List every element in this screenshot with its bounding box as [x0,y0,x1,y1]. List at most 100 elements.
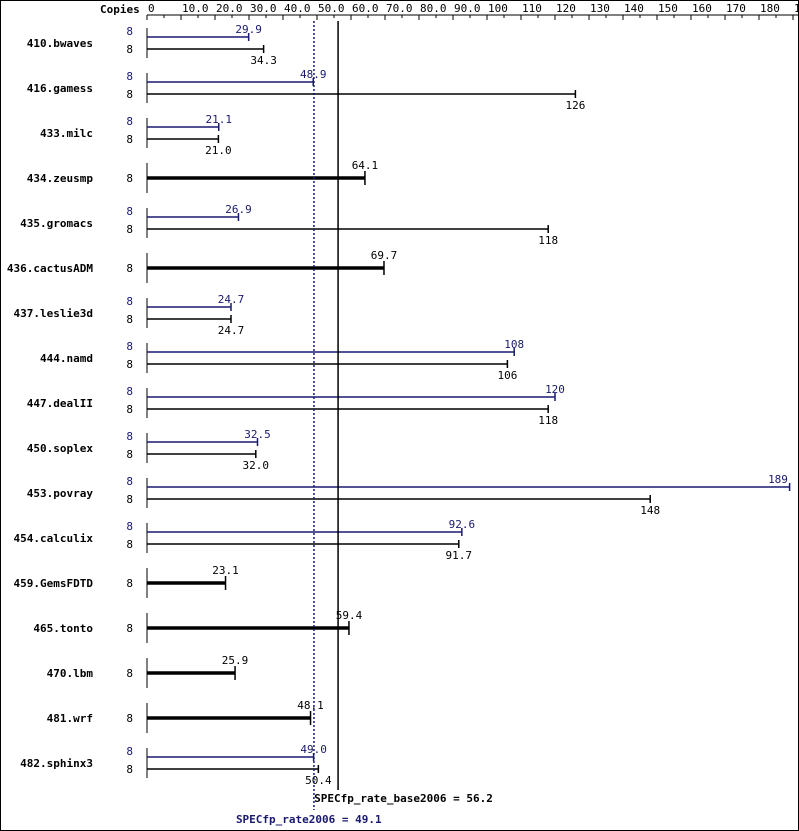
peak-value-label: 21.1 [205,113,232,126]
benchmark-name: 444.namd [40,352,93,365]
base-value-label: 34.3 [250,54,277,67]
x-tick-label: 0 [148,2,155,15]
benchmark-name: 435.gromacs [20,217,93,230]
x-tick-label: 90.0 [454,2,481,15]
benchmark-name: 437.leslie3d [14,307,93,320]
peak-value-label: 29.9 [235,23,262,36]
x-tick-label: 170 [726,2,746,15]
benchmark-name: 434.zeusmp [27,172,94,185]
benchmark-name: 447.dealII [27,397,93,410]
base-copies: 8 [126,448,133,461]
base-value-label: 24.7 [218,324,245,337]
peak-value-label: 189 [768,473,788,486]
benchmark-row: 470.lbm 8 25.9 [47,654,249,688]
base-copies: 8 [126,172,133,185]
peak-copies: 8 [126,205,133,218]
x-tick-label: 10.0 [182,2,209,15]
benchmark-name: 482.sphinx3 [20,757,93,770]
x-tick-label: 70.0 [386,2,413,15]
peak-value-label: 108 [504,338,524,351]
base-value-label: 21.0 [205,144,232,157]
x-tick-label: 80.0 [420,2,447,15]
benchmark-name: 453.povray [27,487,94,500]
benchmark-name: 454.calculix [14,532,94,545]
peak-value-label: 92.6 [449,518,476,531]
benchmark-row: 416.gamess848.98126 [27,68,586,112]
base-value-label: 25.9 [222,654,249,667]
benchmark-name: 416.gamess [27,82,93,95]
base-copies: 8 [126,223,133,236]
base-copies: 8 [126,88,133,101]
benchmark-row: 435.gromacs 8 26.9 8 118 [20,203,558,247]
benchmark-row: 444.namd 8 108 8 106 [40,338,524,382]
x-tick-label: 30.0 [250,2,277,15]
benchmark-row: 459.GemsFDTD 8 23.1 [14,564,239,598]
peak-value-label: 24.7 [218,293,245,306]
base-value-label: 118 [538,234,558,247]
x-tick-label: 120 [556,2,576,15]
benchmark-name: 459.GemsFDTD [14,577,94,590]
peak-copies: 8 [126,475,133,488]
x-tick-label: 60.0 [352,2,379,15]
peak-summary-label: SPECfp_rate2006 = 49.1 [236,813,382,826]
base-copies: 8 [126,262,133,275]
base-value-label: 32.0 [243,459,270,472]
base-value-label: 59.4 [336,609,363,622]
benchmark-row: 433.milc 8 21.1 8 21.0 [40,113,232,157]
base-copies: 8 [126,358,133,371]
benchmark-row: 481.wrf 8 48.1 [47,699,324,733]
peak-copies: 8 [126,520,133,533]
x-tick-label: 140 [624,2,644,15]
x-tick-label: 130 [590,2,610,15]
base-copies: 8 [126,538,133,551]
benchmark-name: 470.lbm [47,667,94,680]
benchmark-name: 410.bwaves [27,37,93,50]
base-value-label: 48.1 [297,699,324,712]
base-value-label: 69.7 [371,249,398,262]
peak-value-label: 26.9 [225,203,252,216]
base-copies: 8 [126,493,133,506]
x-tick-label: 150 [658,2,678,15]
base-copies: 8 [126,577,133,590]
benchmark-row: 437.leslie3d 8 24.7 8 24.7 [14,293,245,337]
base-copies: 8 [126,43,133,56]
benchmark-name: 433.milc [40,127,93,140]
base-value-label: 91.7 [446,549,473,562]
peak-value-label: 120 [545,383,565,396]
base-value-label: 148 [640,504,660,517]
benchmark-name: 450.soplex [27,442,94,455]
benchmark-row: 454.calculix 8 92.6 8 91.7 [14,518,476,562]
base-summary-label: SPECfp_rate_base2006 = 56.2 [314,792,493,805]
base-copies: 8 [126,763,133,776]
benchmark-row: 410.bwaves 8 29.9 8 34.3 [27,23,277,67]
peak-copies: 8 [126,70,133,83]
peak-copies: 8 [126,385,133,398]
x-tick-label: 190 [794,2,799,15]
benchmark-name: 436.cactusADM [7,262,93,275]
benchmark-row: 453.povray 8 189 8 148 [27,473,791,517]
benchmark-row: 436.cactusADM 8 69.7 [7,249,397,283]
summary-lines: SPECfp_rate_base2006 = 56.2 SPECfp_rate20… [236,21,493,826]
x-tick-label: 50.0 [318,2,345,15]
base-value-label: 126 [565,99,585,112]
x-tick-label: 20.0 [216,2,243,15]
x-tick-label: 160 [692,2,712,15]
base-value-label: 64.1 [352,159,379,172]
peak-copies: 8 [126,745,133,758]
base-copies: 8 [126,712,133,725]
base-value-label: 23.1 [212,564,239,577]
benchmark-row: 450.soplex 8 32.5 8 32.0 [27,428,271,472]
benchmark-row: 434.zeusmp 8 64.1 [27,159,378,193]
peak-copies: 8 [126,430,133,443]
base-copies: 8 [126,133,133,146]
x-tick-label: 100 [488,2,508,15]
base-copies: 8 [126,403,133,416]
base-copies: 8 [126,667,133,680]
peak-copies: 8 [126,340,133,353]
peak-value-label: 32.5 [244,428,271,441]
benchmark-name: 481.wrf [47,712,93,725]
benchmark-bars: 410.bwaves829.9834.3416.gamess848.981264… [7,23,791,787]
x-axis: 0 10.0 20.0 30.0 40.0 50.0 60.0 70.0 80.0 90.0 100… [146,2,799,20]
